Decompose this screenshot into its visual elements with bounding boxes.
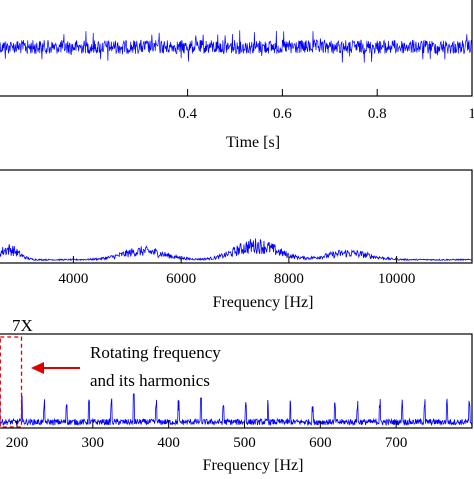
annotation-line-1: Rotating frequency — [90, 343, 221, 362]
low-spectrum-axes-box — [0, 333, 473, 429]
wide-spectrum-xlabel: Frequency [Hz] — [213, 294, 314, 311]
wide-spectrum-line — [0, 238, 473, 262]
harmonic-highlight-box — [0, 336, 23, 428]
low-spectrum-tick-label: 300 — [82, 435, 105, 451]
wide-spectrum-tick-label: 8000 — [274, 271, 304, 287]
low-spectrum-tick-label: 200 — [6, 435, 29, 451]
low-spectrum-ticks: 200 300 400 500 600 700 — [6, 421, 408, 451]
time-signal-ticks: 0.4 0.6 0.8 1 — [178, 89, 474, 122]
wide-spectrum-tick-label: 10000 — [378, 271, 416, 287]
low-spectrum-panel: 200 300 400 500 600 700 7X Rotating frequency… — [0, 316, 473, 474]
wide-spectrum-tick-label: 6000 — [166, 271, 196, 287]
time-signal-axes-box — [0, 0, 473, 97]
wide-spectrum-ticks: 4000 6000 8000 10000 — [58, 256, 415, 287]
time-signal-panel: 0.4 0.6 0.8 1 Time [s] — [0, 0, 474, 151]
wide-spectrum-tick-label: 4000 — [58, 271, 88, 287]
low-spectrum-line — [0, 389, 473, 427]
annotation-arrow-head — [31, 362, 44, 374]
low-spectrum-tick-label: 500 — [233, 435, 256, 451]
time-tick-label: 0.4 — [178, 106, 197, 122]
time-tick-label: 0.8 — [368, 106, 387, 122]
time-signal-xlabel: Time [s] — [226, 134, 280, 151]
low-spectrum-xlabel: Frequency [Hz] — [203, 457, 304, 474]
wide-spectrum-panel: 4000 6000 8000 10000 Frequency [Hz] — [0, 169, 473, 311]
low-spectrum-tick-label: 700 — [385, 435, 408, 451]
wide-spectrum-axes-box — [0, 169, 473, 264]
time-signal-line — [0, 30, 473, 63]
low-spectrum-annotations: 7X Rotating frequency and its harmonics — [0, 316, 221, 428]
wide-spectrum-trace — [0, 238, 473, 262]
low-spectrum-tick-label: 600 — [309, 435, 332, 451]
low-spectrum-trace — [0, 389, 473, 427]
time-tick-label: 0.6 — [273, 106, 292, 122]
peak-label-7x: 7X — [12, 316, 33, 335]
low-spectrum-tick-label: 400 — [157, 435, 180, 451]
time-tick-label: 1 — [468, 106, 474, 122]
annotation-line-2: and its harmonics — [90, 371, 210, 390]
time-signal-trace — [0, 30, 473, 63]
